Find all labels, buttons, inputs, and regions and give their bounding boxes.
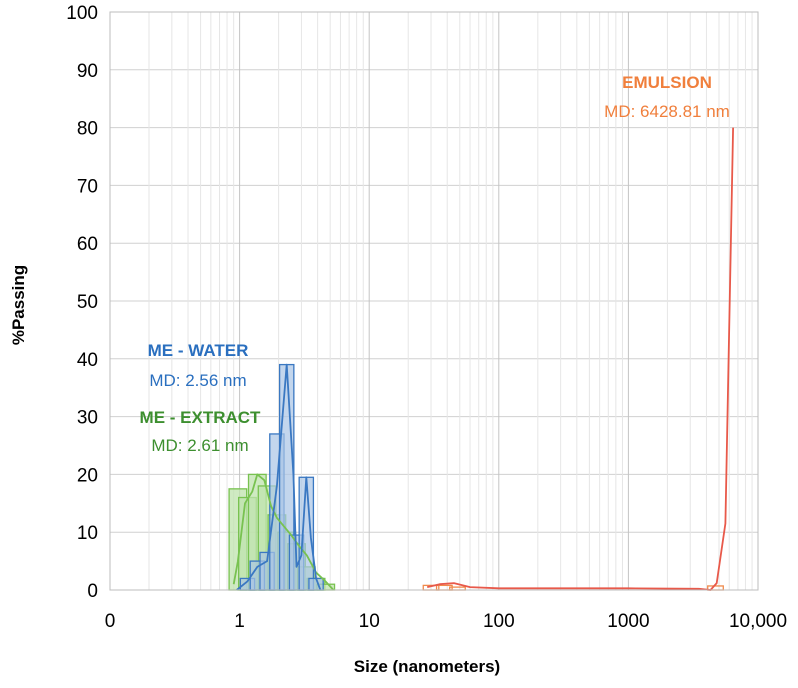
y-tick-label: 50: [77, 292, 98, 313]
emulsion-label: EMULSION: [622, 73, 712, 92]
y-tick-label: 90: [77, 61, 98, 82]
x-tick-label: 10,000: [729, 611, 787, 632]
extract-line: [232, 473, 335, 591]
x-tick-label: 100: [483, 611, 515, 632]
emulsion-md-label: MD: 6428.81 nm: [604, 102, 730, 121]
y-tick-label: 20: [77, 465, 98, 486]
y-tick-labels: 0 10 20 30 40 50 60 70 80 90 100: [66, 3, 98, 602]
y-tick-label: 40: [77, 350, 98, 371]
y-tick-label: 60: [77, 234, 98, 255]
y-axis-title: %Passing: [9, 265, 28, 345]
distribution-lines: [232, 127, 734, 591]
x-tick-labels: 0 1 10 100 1000 10,000: [105, 611, 787, 632]
extract-md-label: MD: 2.61 nm: [151, 436, 248, 455]
y-tick-label: 70: [77, 176, 98, 197]
grid-lines: [109, 11, 759, 591]
y-tick-label: 10: [77, 523, 98, 544]
x-axis-title: Size (nanometers): [354, 657, 500, 676]
emulsion-line: [426, 127, 734, 591]
y-tick-label: 100: [66, 3, 98, 24]
y-tick-label: 30: [77, 408, 98, 429]
y-tick-label: 0: [87, 581, 98, 602]
bar-groups: [228, 363, 724, 591]
x-tick-label: 1: [234, 611, 245, 632]
x-tick-label: 10: [359, 611, 380, 632]
water-label: ME - WATER: [148, 341, 249, 360]
y-tick-label: 80: [77, 119, 98, 140]
plot-frame: [109, 11, 759, 591]
x-tick-label: 0: [105, 611, 116, 632]
x-tick-label: 1000: [607, 611, 649, 632]
water-md-label: MD: 2.56 nm: [149, 371, 246, 390]
water-line: [236, 363, 322, 591]
extract-label: ME - EXTRACT: [140, 408, 262, 427]
